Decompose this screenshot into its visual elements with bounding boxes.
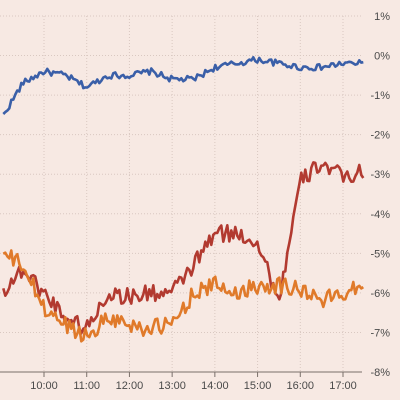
x-tick-label: 15:00 [244,380,272,392]
y-tick-label: 1% [374,11,390,23]
series-line-1 [2,56,364,115]
x-tick-label: 11:00 [73,380,100,392]
series-line-3 [2,249,365,343]
x-tick-label: 10:00 [30,380,58,392]
y-tick-label: -4% [370,209,390,221]
x-tick-label: 13:00 [158,380,186,392]
series-line-2 [2,161,365,335]
y-tick-label: -5% [370,248,390,260]
y-tick-label: -3% [370,169,390,181]
x-tick-label: 14:00 [201,380,229,392]
x-tick-label: 17:00 [329,380,357,392]
x-tick-label: 16:00 [287,380,315,392]
x-tick-label: 12:00 [116,380,144,392]
y-tick-label: -8% [370,367,390,379]
y-axis-ticks: 1% 0% -1% -2% -3% -4% -5% -6% -7% -8% [370,11,390,379]
series-layer [2,56,365,343]
x-axis-ticks: 10:00 11:00 12:00 13:00 14:00 15:00 16:00 17:00 [0,371,362,392]
y-tick-label: -1% [370,90,390,102]
y-tick-label: -6% [370,288,390,300]
y-tick-label: -2% [370,130,390,142]
y-tick-label: 0% [374,51,390,63]
y-tick-label: -7% [370,327,390,339]
